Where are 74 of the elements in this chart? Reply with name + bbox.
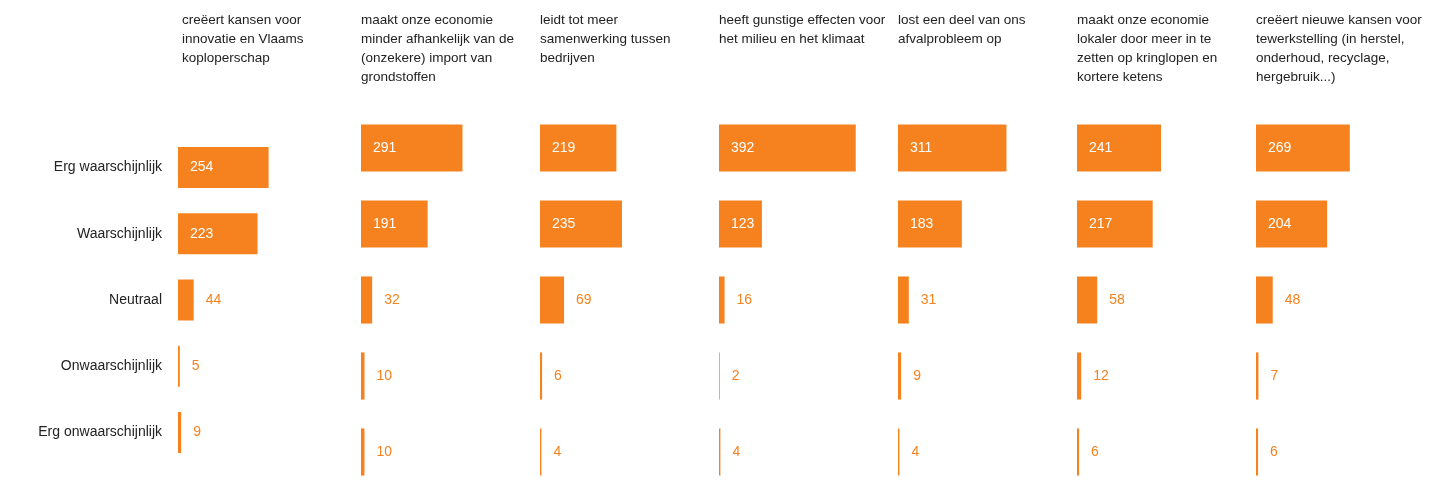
chart-title: leidt tot meer samenwerking tussen bedrijven [540,11,672,67]
chart-title: lost een deel van ons afvalprobleem op [898,11,1027,48]
data-label: 6 [1091,442,1100,459]
chart-title: creëert nieuwe kansen voor tewerkstelling (in herstel, onderhoud, recyclage, hergebruik...) [1256,11,1423,86]
chart-title: creëert kansen voor innovatie en Vlaams koploperschap [182,11,305,67]
data-label: 191 [373,214,397,231]
bar [898,200,962,248]
data-label: 48 [1284,290,1301,307]
chart-title: maakt onze economie minder afhankelijk van de (onzekere) import van grondstoffen [361,11,516,86]
bar [1077,200,1153,248]
bar [540,352,543,400]
y-tick-label: Waarschijnlijk [76,224,163,241]
data-label: 6 [554,366,563,383]
data-label: 217 [1089,214,1113,231]
data-label: 31 [920,290,937,307]
y-tick-label: Neutraal [109,290,162,307]
data-label: 9 [193,423,202,440]
data-label: 58 [1109,290,1126,307]
bar [1256,276,1273,324]
data-label: 44 [205,290,222,307]
y-tick-label: Onwaarschijnlijk [60,357,163,374]
data-label: 12 [1093,366,1109,383]
bar [898,352,902,400]
data-label: 123 [731,214,755,231]
data-label: 4 [732,442,741,459]
data-label: 9 [913,366,922,383]
bar [540,200,622,248]
bar [178,411,182,454]
data-label: 5 [191,357,200,374]
bar [1256,124,1350,172]
data-label: 10 [376,366,393,383]
chart-title: maakt onze economie lokaler door meer in te zetten op kringlopen en kortere ketens [1077,11,1219,86]
bar [719,124,856,172]
data-label: 241 [1089,138,1113,155]
data-label: 254 [190,158,214,175]
data-label: 291 [373,138,397,155]
bar [1077,352,1082,400]
bar [361,276,373,324]
bar [178,279,194,321]
data-label: 7 [1270,366,1279,383]
chart-title: heeft gunstige effecten voor het milieu en het klimaat [719,11,886,48]
data-label: 204 [1268,214,1292,231]
bar [1256,428,1259,476]
bar [178,213,258,255]
bar [178,146,269,189]
data-label: 4 [911,442,920,459]
data-label: 6 [1270,442,1279,459]
data-label: 235 [552,214,576,231]
bar [361,200,428,248]
data-label: 223 [190,224,214,241]
data-label: 10 [376,442,393,459]
bar [1077,428,1080,476]
bar [361,124,463,172]
bar [1256,200,1328,248]
y-tick-label: Erg onwaarschijnlijk [38,423,163,440]
bar [719,200,762,248]
bar [540,124,617,172]
bar [898,124,1007,172]
data-label: 2 [731,366,740,383]
bar [1077,124,1162,172]
data-label: 183 [910,214,934,231]
data-label: 69 [576,290,592,307]
data-label: 32 [384,290,400,307]
data-label: 392 [731,138,755,155]
data-label: 219 [552,138,576,155]
bar [898,276,909,324]
data-label: 16 [736,290,753,307]
data-label: 4 [553,442,562,459]
bar [719,276,725,324]
bar [1077,276,1098,324]
data-label: 311 [910,138,933,155]
bar [540,276,565,324]
y-tick-label: Erg waarschijnlijk [53,158,163,175]
data-label: 269 [1268,138,1292,155]
